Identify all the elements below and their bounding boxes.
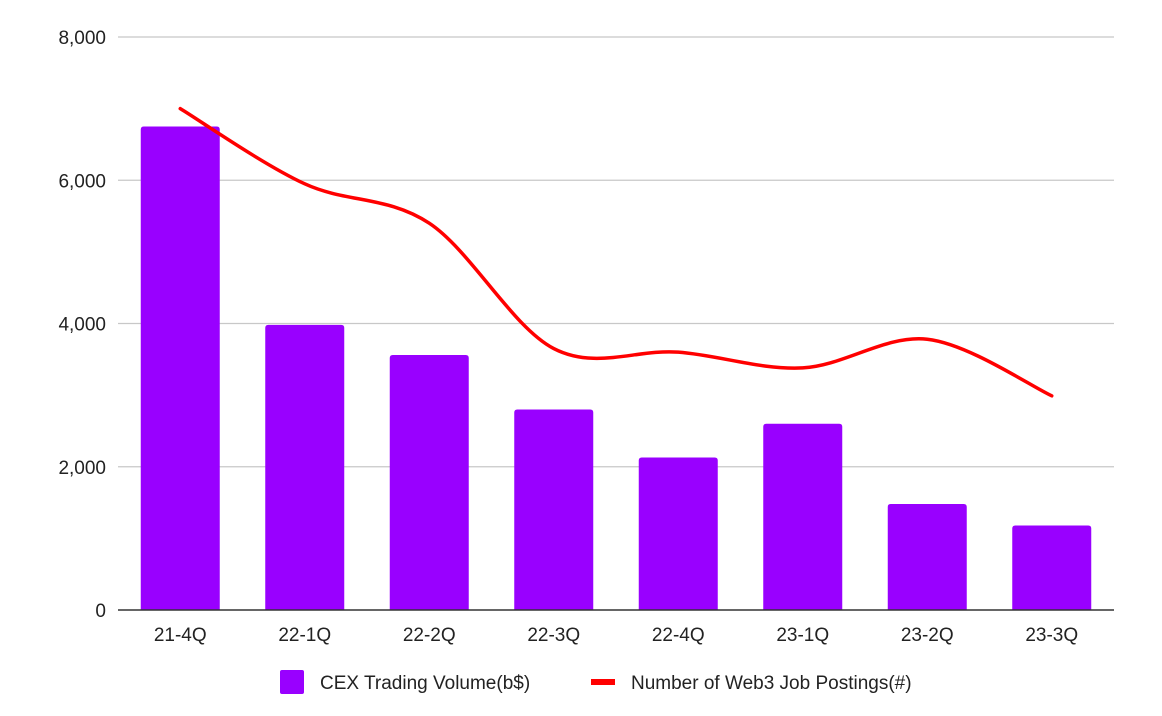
bar [514, 409, 594, 610]
x-tick-label: 23-1Q [776, 625, 829, 646]
bar [638, 457, 718, 610]
legend-label: Number of Web3 Job Postings(#) [631, 673, 912, 694]
x-tick-label: 23-2Q [901, 625, 954, 646]
x-tick-label: 22-1Q [278, 625, 331, 646]
bar [1012, 525, 1092, 610]
x-tick-label: 22-2Q [403, 625, 456, 646]
line-series [178, 106, 1054, 398]
x-tick-label: 21-4Q [154, 625, 207, 646]
y-tick-label: 6,000 [58, 171, 106, 192]
legend-swatch-line [591, 679, 615, 685]
bar [389, 355, 469, 610]
y-tick-label: 4,000 [58, 315, 106, 336]
series-line [178, 106, 1054, 398]
axes: 0 2,000 4,000 6,000 8,000 21-4Q 22-1Q 22-2Q 22-3… [58, 28, 1114, 646]
legend-swatch-bar [280, 670, 304, 694]
y-tick-label: 8,000 [58, 28, 106, 49]
gridlines [118, 36, 1114, 468]
x-tick-label: 23-3Q [1025, 625, 1078, 646]
y-tick-label: 2,000 [58, 458, 106, 479]
bar [887, 503, 967, 610]
y-tick-label: 0 [95, 601, 106, 622]
bar [265, 324, 345, 610]
legend: CEX Trading Volume(b$) Number of Web3 Job… [280, 670, 912, 694]
x-tick-label: 22-3Q [527, 625, 580, 646]
bar [763, 423, 843, 610]
bar-series [140, 126, 1092, 610]
legend-label: CEX Trading Volume(b$) [320, 673, 530, 694]
bar [140, 126, 220, 610]
x-tick-label: 22-4Q [652, 625, 705, 646]
